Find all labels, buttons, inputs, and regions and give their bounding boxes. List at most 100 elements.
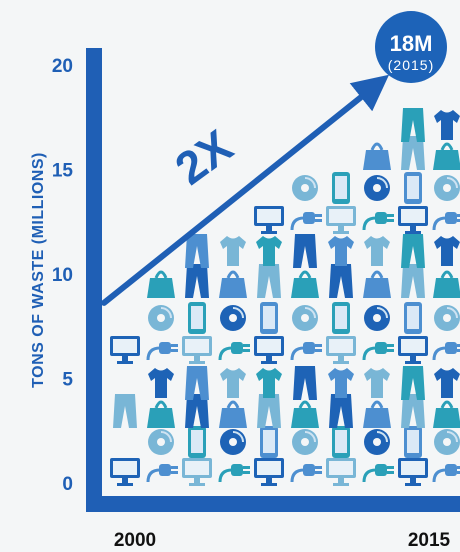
monitor-icon: [326, 458, 356, 486]
pants-icon: [293, 366, 317, 400]
shirt-icon: [256, 236, 282, 266]
pants-icon: [257, 394, 281, 428]
plug-icon: [146, 342, 178, 361]
phone-icon: [260, 302, 278, 334]
disc-icon: [434, 429, 460, 455]
monitor-icon: [254, 458, 284, 486]
y-tick-label: 10: [52, 265, 73, 286]
pants-icon: [401, 264, 425, 298]
pants-icon: [185, 366, 209, 400]
phone-icon: [332, 426, 350, 458]
disc-icon: [364, 305, 390, 331]
plug-icon: [432, 464, 460, 483]
badge-year: (2015): [388, 57, 434, 73]
bag-icon: [433, 142, 460, 170]
bag-icon: [363, 400, 391, 428]
monitor-icon: [254, 206, 284, 234]
monitor-icon: [326, 206, 356, 234]
bag-icon: [219, 270, 247, 298]
pants-icon: [293, 234, 317, 268]
phone-icon: [188, 302, 206, 334]
multiplier-label: 2X: [166, 119, 242, 194]
plug-icon: [362, 464, 394, 483]
plug-icon: [290, 212, 322, 231]
x-tick-label: 2000: [114, 530, 156, 551]
x-axis-bar: [86, 496, 460, 512]
bag-icon: [363, 142, 391, 170]
pants-icon: [185, 234, 209, 268]
y-tick-label: 15: [52, 161, 74, 182]
y-tick-label: 0: [62, 474, 73, 495]
pants-icon: [401, 136, 425, 170]
disc-icon: [148, 429, 174, 455]
badge-value: 18M: [390, 31, 433, 56]
shirt-icon: [220, 236, 246, 266]
shirt-icon: [256, 368, 282, 398]
shirt-icon: [434, 236, 460, 266]
shirt-icon: [148, 368, 174, 398]
bag-icon: [433, 270, 460, 298]
bag-icon: [147, 400, 175, 428]
plug-icon: [432, 212, 460, 231]
pants-icon: [329, 394, 353, 428]
monitor-icon: [254, 336, 284, 364]
plug-icon: [432, 342, 460, 361]
value-badge: 18M (2015): [375, 11, 447, 83]
pants-icon: [257, 264, 281, 298]
monitor-icon: [182, 336, 212, 364]
x-tick-labels: 2000 2015: [114, 530, 451, 551]
disc-icon: [292, 305, 318, 331]
x-tick-label: 2015: [408, 530, 451, 551]
shirt-icon: [328, 368, 354, 398]
disc-icon: [364, 175, 390, 201]
pants-icon: [113, 394, 137, 428]
disc-icon: [148, 305, 174, 331]
phone-icon: [332, 172, 350, 204]
bag-icon: [147, 270, 175, 298]
disc-icon: [220, 429, 246, 455]
disc-icon: [434, 175, 460, 201]
disc-icon: [364, 429, 390, 455]
shirt-icon: [328, 236, 354, 266]
plug-icon: [362, 212, 394, 231]
value-badge-circle: [375, 11, 447, 83]
disc-icon: [292, 175, 318, 201]
monitor-icon: [110, 336, 140, 364]
pants-icon: [185, 394, 209, 428]
phone-icon: [404, 302, 422, 334]
monitor-icon: [398, 458, 428, 486]
pants-icon: [329, 264, 353, 298]
phone-icon: [260, 426, 278, 458]
waste-icons-area: [110, 108, 460, 486]
pants-icon: [401, 394, 425, 428]
bag-icon: [291, 270, 319, 298]
plug-icon: [218, 464, 250, 483]
shirt-icon: [434, 368, 460, 398]
disc-icon: [434, 305, 460, 331]
phone-icon: [404, 426, 422, 458]
plug-icon: [218, 342, 250, 361]
y-tick-label: 5: [62, 370, 73, 391]
shirt-icon: [434, 110, 460, 140]
y-tick-label: 20: [52, 56, 73, 77]
bag-icon: [363, 270, 391, 298]
bag-icon: [291, 400, 319, 428]
monitor-icon: [398, 336, 428, 364]
pants-icon: [401, 234, 425, 268]
disc-icon: [220, 305, 246, 331]
pants-icon: [401, 108, 425, 142]
y-tick-labels: 0 5 10 15 20: [52, 56, 74, 495]
phone-icon: [188, 426, 206, 458]
phone-icon: [332, 302, 350, 334]
bag-icon: [219, 400, 247, 428]
bag-icon: [433, 400, 460, 428]
plug-icon: [290, 342, 322, 361]
pants-icon: [401, 366, 425, 400]
monitor-icon: [398, 206, 428, 234]
y-axis-label: TONS OF WASTE (MILLIONS): [30, 152, 47, 388]
disc-icon: [292, 429, 318, 455]
shirt-icon: [364, 236, 390, 266]
plug-icon: [290, 464, 322, 483]
phone-icon: [404, 172, 422, 204]
